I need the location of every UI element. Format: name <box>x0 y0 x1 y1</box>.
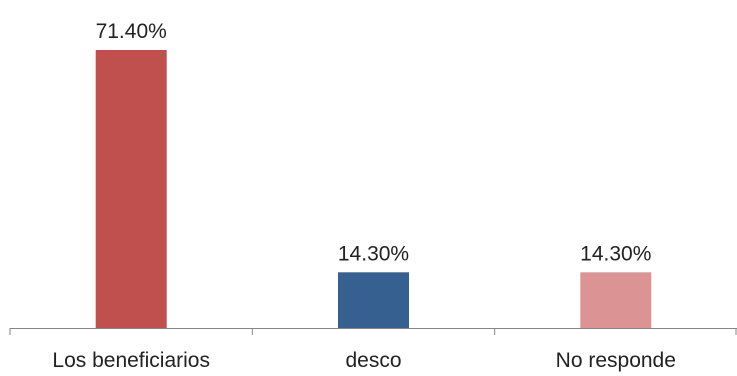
category-label-2: desco <box>345 349 401 372</box>
data-label-1: 71.40% <box>96 20 167 43</box>
category-labels-group: Los beneficiarios desco No responde <box>52 349 676 372</box>
bar-1 <box>95 50 167 328</box>
category-label-1: Los beneficiarios <box>52 349 210 372</box>
bar-2 <box>338 272 409 328</box>
data-labels-group: 71.40% 14.30% 14.30% <box>96 20 652 265</box>
bar-3 <box>580 272 652 328</box>
data-label-3: 14.30% <box>580 242 651 265</box>
data-label-2: 14.30% <box>338 242 409 265</box>
bars-group <box>95 50 652 328</box>
x-axis <box>9 328 737 335</box>
category-label-3: No responde <box>556 349 676 372</box>
